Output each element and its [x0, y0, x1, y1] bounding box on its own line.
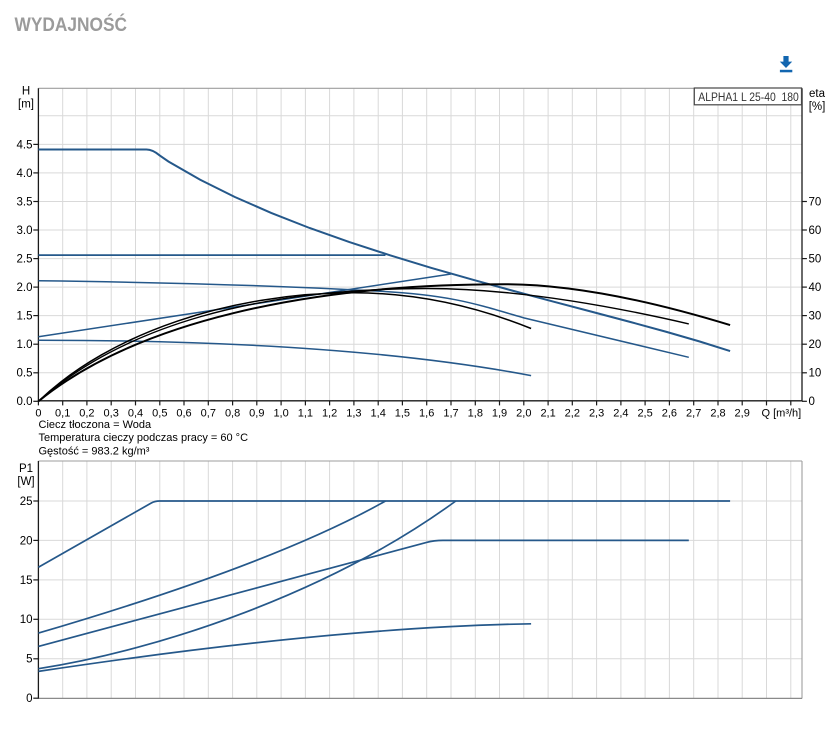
svg-text:eta: eta	[809, 88, 826, 100]
svg-text:0,6: 0,6	[176, 408, 191, 420]
svg-text:15: 15	[20, 575, 33, 587]
svg-text:20: 20	[20, 535, 33, 547]
svg-text:1,3: 1,3	[346, 408, 361, 420]
svg-text:1,1: 1,1	[298, 408, 313, 420]
svg-text:0,8: 0,8	[225, 408, 240, 420]
svg-text:1,7: 1,7	[443, 408, 458, 420]
svg-text:2,6: 2,6	[662, 408, 677, 420]
svg-text:0,3: 0,3	[104, 408, 119, 420]
svg-text:20: 20	[809, 339, 822, 351]
svg-text:[W]: [W]	[17, 476, 34, 488]
svg-text:0,5: 0,5	[152, 408, 167, 420]
svg-text:1,9: 1,9	[492, 408, 507, 420]
svg-text:2,5: 2,5	[637, 408, 652, 420]
svg-text:ALPHA1 L 25-40 180: ALPHA1 L 25-40 180	[698, 90, 799, 104]
svg-text:30: 30	[809, 311, 822, 323]
svg-text:40: 40	[809, 282, 822, 294]
svg-text:[m]: [m]	[18, 99, 34, 111]
svg-text:5: 5	[26, 654, 32, 666]
svg-text:0.0: 0.0	[17, 396, 33, 408]
svg-text:0: 0	[35, 408, 41, 420]
svg-text:1.5: 1.5	[17, 311, 33, 323]
svg-text:[%]: [%]	[809, 101, 826, 113]
svg-text:2,9: 2,9	[735, 408, 750, 420]
svg-text:1,2: 1,2	[322, 408, 337, 420]
svg-text:H: H	[22, 86, 30, 98]
svg-text:1,5: 1,5	[395, 408, 410, 420]
svg-text:0,2: 0,2	[79, 408, 94, 420]
svg-text:2,2: 2,2	[565, 408, 580, 420]
svg-text:1.0: 1.0	[17, 339, 33, 351]
svg-text:0: 0	[26, 693, 32, 705]
svg-text:0,1: 0,1	[55, 408, 70, 420]
svg-text:Gęstość = 983.2 kg/m³: Gęstość = 983.2 kg/m³	[39, 445, 150, 457]
svg-text:3.5: 3.5	[17, 196, 33, 208]
svg-text:50: 50	[809, 253, 822, 265]
svg-text:2.0: 2.0	[17, 282, 33, 294]
svg-text:2,8: 2,8	[710, 408, 725, 420]
svg-text:2,1: 2,1	[540, 408, 555, 420]
svg-text:25: 25	[20, 496, 33, 508]
svg-text:10: 10	[20, 614, 33, 626]
svg-text:0,9: 0,9	[249, 408, 264, 420]
svg-text:2,4: 2,4	[613, 408, 628, 420]
svg-text:2,3: 2,3	[589, 408, 604, 420]
svg-text:70: 70	[809, 196, 822, 208]
svg-text:0,4: 0,4	[128, 408, 143, 420]
svg-text:60: 60	[809, 225, 822, 237]
svg-text:1,6: 1,6	[419, 408, 434, 420]
svg-text:0,7: 0,7	[201, 408, 216, 420]
svg-text:4.5: 4.5	[17, 139, 33, 151]
svg-text:10: 10	[809, 368, 822, 380]
svg-text:Ciecz tłoczona = Woda: Ciecz tłoczona = Woda	[39, 419, 152, 431]
svg-text:P1: P1	[19, 463, 33, 475]
svg-text:Q [m³/h]: Q [m³/h]	[762, 408, 802, 420]
svg-text:Temperatura cieczy podczas pra: Temperatura cieczy podczas pracy = 60 °C	[39, 432, 249, 444]
svg-text:4.0: 4.0	[17, 168, 33, 180]
svg-text:3.0: 3.0	[17, 225, 33, 237]
svg-text:1,4: 1,4	[371, 408, 386, 420]
svg-text:1,8: 1,8	[468, 408, 483, 420]
svg-text:WYDAJNOŚĆ: WYDAJNOŚĆ	[15, 12, 128, 36]
svg-text:2,0: 2,0	[516, 408, 531, 420]
svg-text:2,7: 2,7	[686, 408, 701, 420]
svg-text:1,0: 1,0	[273, 408, 288, 420]
svg-text:0: 0	[809, 396, 815, 408]
svg-text:0.5: 0.5	[17, 368, 33, 380]
svg-text:2.5: 2.5	[17, 253, 33, 265]
